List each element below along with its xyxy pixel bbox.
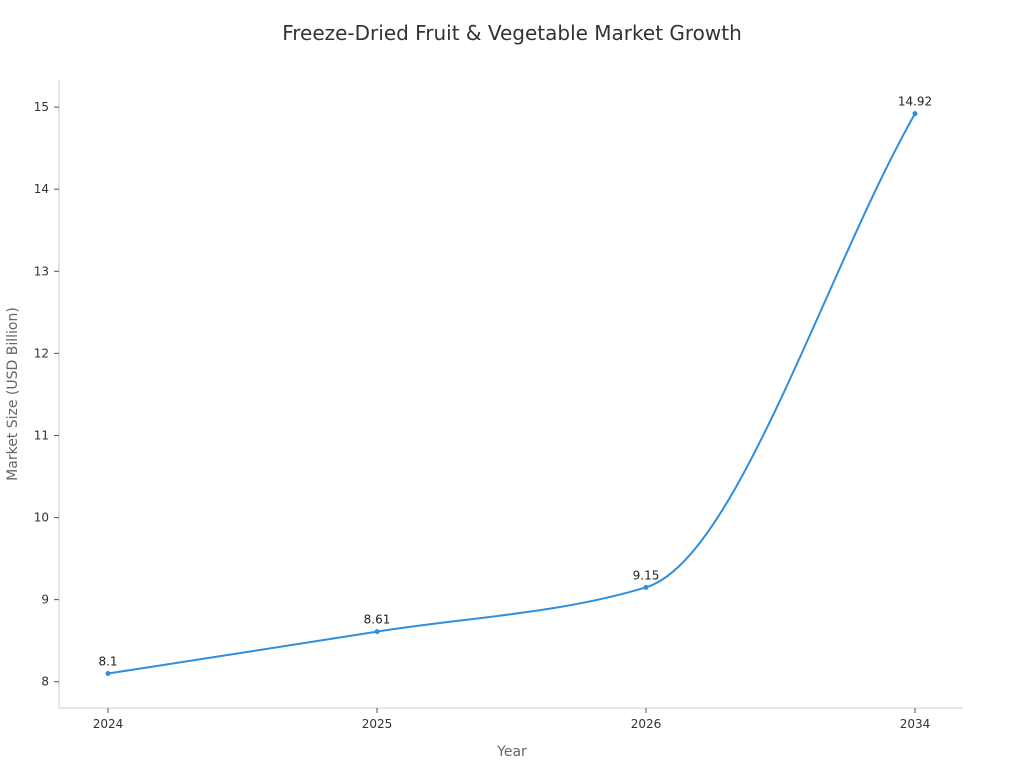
x-tick-label: 2034 <box>900 717 931 731</box>
series-group: 8.1 8.61 9.15 14.92 <box>98 95 932 677</box>
x-axis-title: Year <box>496 744 527 760</box>
y-tick-label: 10 <box>34 511 49 525</box>
y-tick-label: 14 <box>34 182 49 196</box>
data-label: 9.15 <box>633 568 660 582</box>
chart-title: Freeze-Dried Fruit & Vegetable Market Gr… <box>282 21 742 45</box>
x-tick-label: 2025 <box>362 717 393 731</box>
data-point <box>912 111 918 117</box>
y-tick-label: 11 <box>34 428 49 442</box>
data-label: 8.61 <box>364 613 391 627</box>
data-label: 8.1 <box>98 655 117 669</box>
x-tick-label: 2024 <box>93 717 124 731</box>
data-point <box>374 629 380 635</box>
y-tick-label: 8 <box>41 675 49 689</box>
y-axis-title: Market Size (USD Billion) <box>5 307 21 481</box>
y-tick-label: 9 <box>41 593 49 607</box>
y-tick-label: 13 <box>34 264 49 278</box>
data-point <box>105 671 111 677</box>
data-point <box>643 584 649 590</box>
x-axis-ticks: 2024 2025 2026 2034 <box>93 708 931 731</box>
y-tick-label: 12 <box>34 346 49 360</box>
x-tick-label: 2026 <box>631 717 662 731</box>
y-tick-label: 15 <box>34 100 49 114</box>
series-line <box>107 113 916 675</box>
y-axis-ticks: 8 9 10 11 12 13 14 15 <box>34 100 59 689</box>
data-label: 14.92 <box>898 95 932 109</box>
